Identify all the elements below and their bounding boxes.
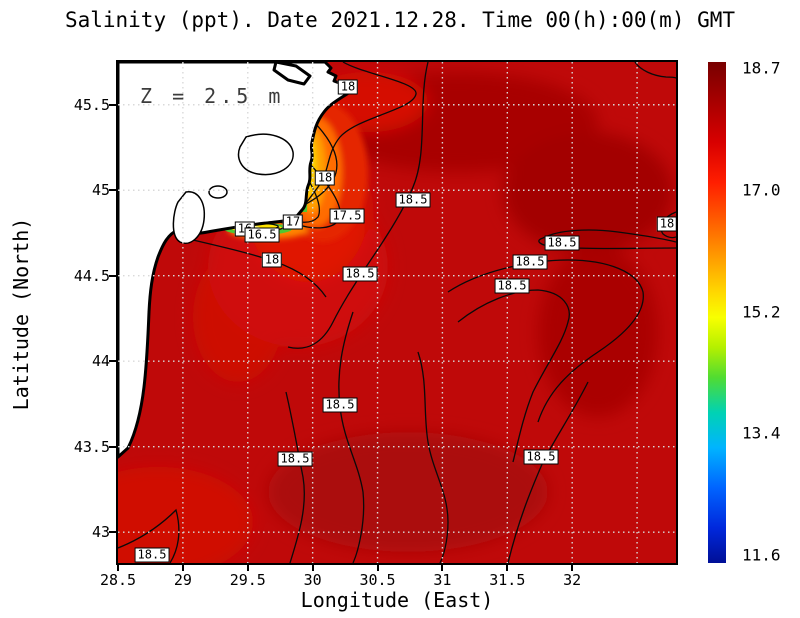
x-tick-label: 31 — [433, 571, 452, 589]
colorbar-label: 18.7 — [742, 58, 781, 78]
colorbar — [708, 62, 726, 563]
contour-line-18 — [297, 62, 417, 215]
x-tick — [506, 565, 509, 571]
x-axis-label: Longitude (East) — [300, 588, 494, 612]
y-tick — [109, 189, 116, 192]
contour-label: 18 — [656, 216, 676, 232]
y-tick-label: 45 — [91, 181, 110, 200]
contour-label: 18.5 — [523, 449, 559, 465]
x-tick — [246, 565, 249, 571]
map-plot: 181818.517.5171616.51818.518.518.518.518… — [116, 60, 678, 565]
lake-outline — [208, 185, 228, 199]
x-tick — [117, 565, 119, 571]
contour-line-18-5 — [287, 62, 429, 349]
contour-line-18-5 — [634, 62, 676, 79]
contour-label: 18.5 — [494, 278, 530, 294]
x-tick — [311, 565, 314, 571]
x-tick-label: 32 — [563, 571, 582, 589]
x-tick-label: 28.5 — [99, 571, 137, 589]
contour-label: 18 — [261, 252, 283, 268]
x-tick-label: 30 — [303, 571, 322, 589]
y-tick-label: 44.5 — [73, 266, 110, 285]
y-tick-label: 43.5 — [73, 437, 110, 456]
y-tick-label: 43 — [91, 523, 110, 542]
contour-label: 18.5 — [544, 235, 580, 251]
contour-line-18-5 — [118, 508, 180, 563]
x-tick — [571, 565, 574, 571]
colorbar-label: 15.2 — [742, 302, 781, 321]
y-tick-label: 44 — [91, 352, 110, 371]
colorbar-label: 17.0 — [742, 180, 781, 200]
contour-label: 18.5 — [512, 254, 548, 270]
y-tick — [109, 274, 116, 277]
contour-line-18-5 — [457, 289, 570, 463]
y-tick — [109, 445, 116, 448]
x-tick-label: 31.5 — [489, 571, 526, 589]
contour-label: 17.5 — [329, 208, 365, 224]
colorbar-label: 13.4 — [742, 423, 781, 443]
contour-line-18-5 — [338, 311, 365, 563]
x-tick-label: 30.5 — [359, 571, 396, 589]
x-tick-label: 29.5 — [229, 571, 266, 589]
contour-label: 16.5 — [244, 227, 280, 243]
contour-label: 18.5 — [277, 451, 313, 467]
contour-label: 18.5 — [395, 192, 431, 208]
delta-island — [272, 62, 312, 86]
contour-label: 18 — [337, 79, 359, 95]
x-tick — [181, 565, 184, 571]
depth-annotation: Z = 2.5 m — [140, 84, 285, 108]
y-axis-label: Latitude (North) — [9, 217, 33, 411]
contour-label: 18 — [314, 170, 336, 186]
y-tick — [109, 103, 116, 106]
contour-line-18-5 — [285, 391, 305, 563]
contour-line-18-5 — [417, 351, 449, 563]
lagoon-outline — [237, 133, 294, 176]
graticule — [118, 62, 676, 563]
x-tick-label: 29 — [173, 571, 192, 589]
salinity-map-canvas — [118, 62, 676, 563]
plot-title: Salinity (ppt). Date 2021.12.28. Time 00… — [64, 8, 736, 32]
y-tick — [109, 360, 116, 363]
contour-label: 17 — [282, 214, 304, 230]
y-tick-label: 45.5 — [73, 95, 110, 114]
contour-label: 18.5 — [342, 266, 378, 282]
contour-label: 18.5 — [322, 397, 358, 413]
x-tick — [441, 565, 444, 571]
contour-label: 18.5 — [134, 547, 170, 563]
y-tick — [109, 531, 116, 534]
x-tick — [376, 565, 379, 571]
lagoon-outline — [172, 191, 206, 244]
colorbar-label: 11.6 — [742, 545, 781, 565]
land-mass — [118, 62, 352, 459]
